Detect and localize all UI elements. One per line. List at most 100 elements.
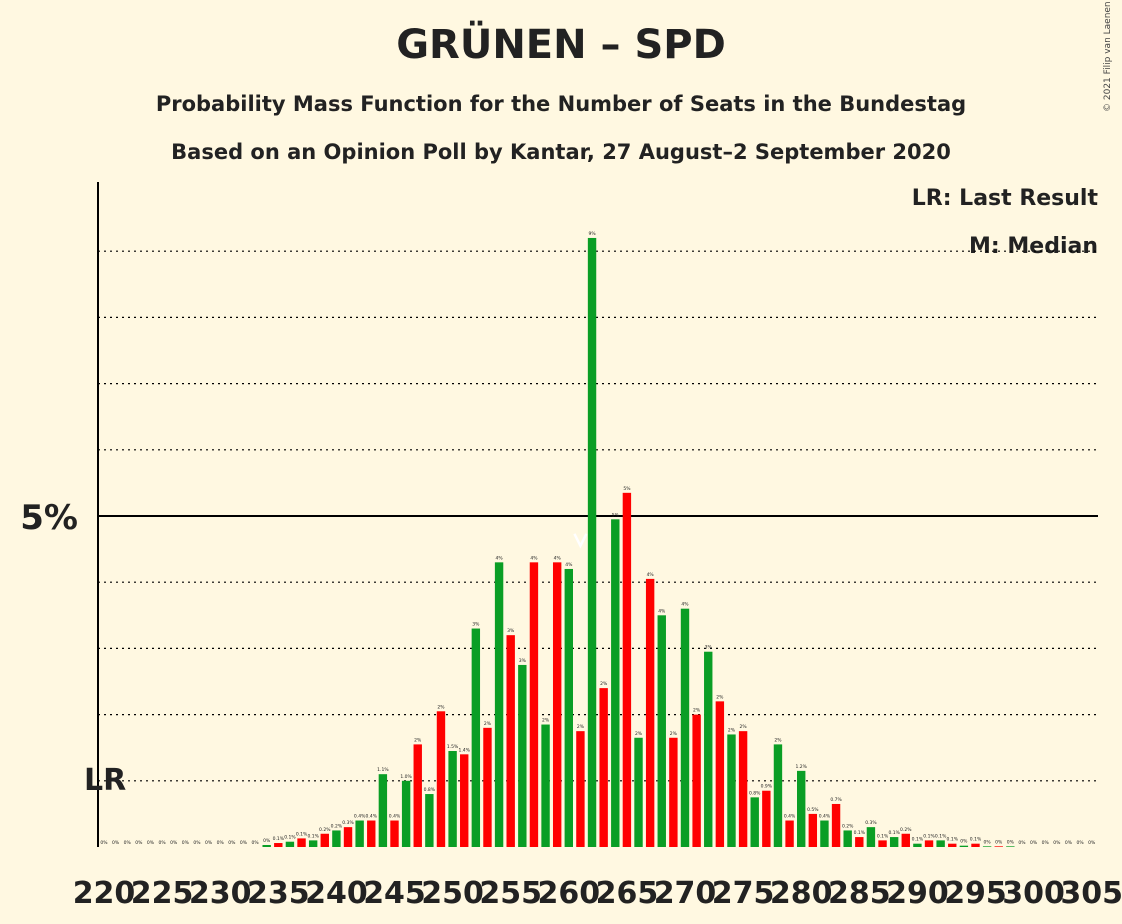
bar-value-label: 0.1% — [296, 831, 308, 837]
bar-value-label: 0% — [1030, 840, 1038, 846]
bar-seat-295 — [971, 843, 980, 847]
bar-seat-273 — [715, 701, 725, 847]
bar-seat-262 — [587, 237, 597, 847]
bar-value-label: 0% — [205, 840, 213, 846]
x-tick-label: 290 — [886, 876, 949, 911]
bar-value-label: 0.1% — [923, 833, 935, 839]
bar-value-label: 0.1% — [877, 833, 889, 839]
bar-value-label: 0% — [135, 840, 143, 846]
bar-seat-236 — [285, 841, 295, 847]
bar-seat-293 — [948, 843, 957, 847]
bar-value-label: 0% — [159, 840, 167, 846]
bar-seat-275 — [738, 731, 748, 847]
bar-value-label: 0% — [263, 838, 271, 844]
x-tick-label: 270 — [654, 876, 717, 911]
bar-value-label: 0% — [147, 840, 155, 846]
bar-seat-263 — [599, 688, 608, 847]
bar-value-label: 4% — [496, 555, 504, 561]
bar-seat-264 — [611, 519, 620, 847]
bar-seat-266 — [634, 737, 643, 847]
bar-value-label: 3% — [519, 658, 527, 664]
bar-value-label: 0.1% — [307, 833, 319, 839]
bar-seat-291 — [924, 840, 934, 847]
bar-seat-279 — [785, 820, 794, 847]
chart-title: GRÜNEN – SPD — [396, 22, 726, 68]
bar-seat-242 — [355, 820, 364, 847]
bar-value-label: 0% — [182, 840, 190, 846]
bar-seat-238 — [308, 840, 318, 847]
bar-value-label: 0.3% — [342, 820, 354, 826]
bar-value-label: 2% — [728, 727, 736, 733]
bar-value-label: 0.8% — [749, 790, 761, 796]
bar-seat-290 — [913, 843, 922, 847]
bar-value-label: 2% — [716, 694, 724, 700]
bar-seat-298 — [1006, 846, 1015, 847]
bar-value-label: 0.4% — [389, 814, 401, 820]
chart-subtitle: Probability Mass Function for the Number… — [155, 92, 967, 116]
bar-seat-253 — [483, 727, 492, 847]
bar-value-label: 1.4% — [459, 747, 471, 753]
bar-value-label: 4% — [530, 555, 538, 561]
bar-seat-276 — [750, 797, 759, 847]
bar-value-label: 0% — [100, 840, 108, 846]
bar-value-label: 1.1% — [377, 767, 389, 773]
bar-seat-245 — [390, 820, 399, 847]
bar-value-label: 2% — [635, 731, 643, 737]
bar-seat-261 — [576, 731, 585, 847]
bar-seat-285 — [855, 837, 864, 847]
bar-value-label: 2% — [774, 737, 782, 743]
x-tick-label: 285 — [828, 876, 891, 911]
bar-value-label: 0.7% — [830, 797, 842, 803]
bar-value-label: 0% — [984, 839, 992, 845]
bar-value-label: 0% — [1042, 840, 1050, 846]
bar-value-label: 0.9% — [761, 784, 773, 790]
bar-value-label: 1.0% — [400, 774, 412, 780]
bar-value-label: 0% — [217, 840, 225, 846]
bar-seat-243 — [367, 820, 376, 847]
bar-value-label: 0.2% — [331, 823, 343, 829]
bar-value-label: 0% — [112, 840, 120, 846]
bar-value-label: 3% — [472, 622, 480, 628]
bar-seat-278 — [773, 744, 783, 847]
x-tick-label: 235 — [247, 876, 310, 911]
bar-seat-256 — [518, 664, 527, 847]
bar-value-label: 1.2% — [795, 764, 807, 770]
bar-seat-260 — [564, 568, 573, 847]
bar-seat-281 — [808, 813, 818, 847]
legend-last-result: LR: Last Result — [911, 186, 1098, 211]
bar-value-label: 0.1% — [947, 837, 959, 843]
bar-seat-286 — [866, 827, 876, 847]
bar-seat-294 — [959, 845, 969, 847]
bar-value-label: 0.2% — [900, 827, 912, 833]
bar-value-label: 4% — [565, 562, 573, 568]
bar-seat-259 — [552, 562, 562, 847]
bar-seat-254 — [494, 562, 504, 847]
bar-value-label: 2% — [600, 681, 608, 687]
bar-seat-268 — [657, 615, 666, 847]
bar-value-label: 0.4% — [784, 814, 796, 820]
bar-seat-258 — [541, 724, 550, 847]
bar-value-label: 0% — [228, 840, 236, 846]
y-tick-label: 5% — [20, 498, 78, 538]
bar-seat-274 — [727, 734, 736, 847]
bar-value-label: 4% — [658, 608, 666, 614]
x-tick-label: 255 — [479, 876, 542, 911]
bar-seat-292 — [936, 840, 945, 847]
bar-seat-296 — [982, 846, 992, 847]
bar-seat-288 — [889, 837, 899, 847]
bar-seat-297 — [994, 846, 1003, 847]
bar-value-label: 0% — [1088, 840, 1096, 846]
bar-value-label: 0% — [170, 840, 178, 846]
bar-value-label: 0% — [960, 839, 968, 845]
bar-value-label: 0% — [240, 840, 248, 846]
bar-seat-255 — [506, 635, 515, 847]
median-marker — [573, 533, 588, 549]
bar-seat-235 — [274, 843, 283, 847]
bar-seat-249 — [436, 711, 446, 847]
bar-value-label: 4% — [647, 572, 655, 578]
bar-seat-277 — [762, 790, 771, 847]
bar-value-label: 0% — [1077, 840, 1085, 846]
x-tick-label: 220 — [73, 876, 136, 911]
bar-seat-272 — [704, 651, 713, 847]
